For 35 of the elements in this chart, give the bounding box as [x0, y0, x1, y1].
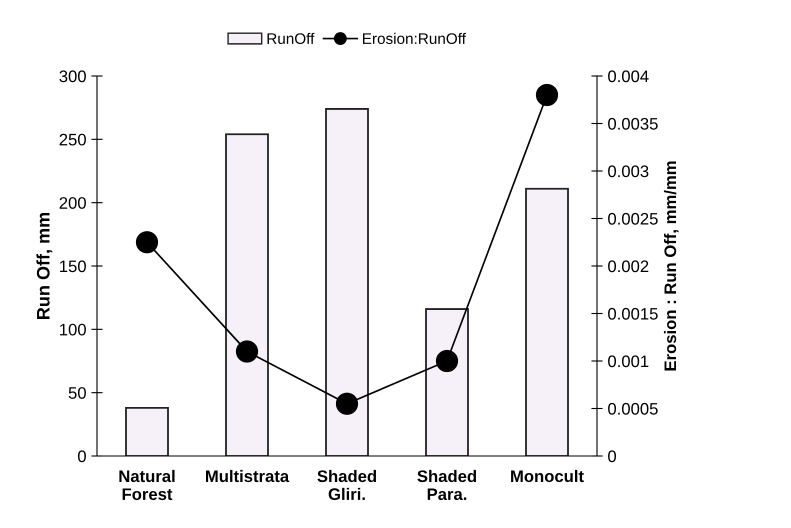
- y-tick-label: 200: [60, 197, 86, 209]
- x-tick-label: Shaded Gliri.: [317, 470, 376, 500]
- point: [436, 350, 458, 372]
- x-tick-label: Natural Forest: [119, 470, 175, 500]
- point: [136, 231, 158, 254]
- legend-label: RunOff: [268, 32, 314, 44]
- y-tick-label: 100: [60, 324, 86, 336]
- point: [336, 392, 358, 415]
- bar: [125, 406, 169, 456]
- y-tick-label: 150: [60, 260, 86, 272]
- x-tick-label: Shaded Para.: [417, 470, 476, 500]
- y-axis-title: Run Off, mm: [36, 212, 52, 319]
- legend-label: Erosion:RunOff: [363, 32, 466, 44]
- x-tick-label: Multistrata: [206, 470, 290, 482]
- y2-axis-title: Erosion : Run Off, mm/mm: [664, 161, 679, 370]
- bar: [225, 133, 269, 456]
- bar: [325, 108, 369, 456]
- y2-tick-label: 0.0035: [608, 118, 658, 130]
- y2-tick-label: 0.003: [608, 165, 648, 178]
- y2-tick-label: 0.0005: [608, 402, 658, 415]
- y-tick-label: 50: [68, 387, 86, 399]
- bar: [425, 308, 469, 456]
- y-tick-label: 300: [59, 70, 86, 82]
- y-tick-label: 250: [60, 134, 86, 146]
- y2-tick-label: 0.0015: [608, 308, 658, 320]
- y2-tick-label: 0: [608, 450, 616, 462]
- y2-tick-label: 0.0025: [608, 212, 658, 225]
- x-tick-label: Monocult: [511, 470, 584, 482]
- bar: [525, 188, 569, 456]
- y2-tick-label: 0.002: [608, 260, 648, 272]
- y2-tick-label: 0.001: [608, 355, 648, 368]
- y2-tick-label: 0.004: [608, 70, 649, 82]
- point: [236, 340, 258, 363]
- point: [536, 84, 558, 106]
- y-tick-label: 0: [78, 450, 86, 462]
